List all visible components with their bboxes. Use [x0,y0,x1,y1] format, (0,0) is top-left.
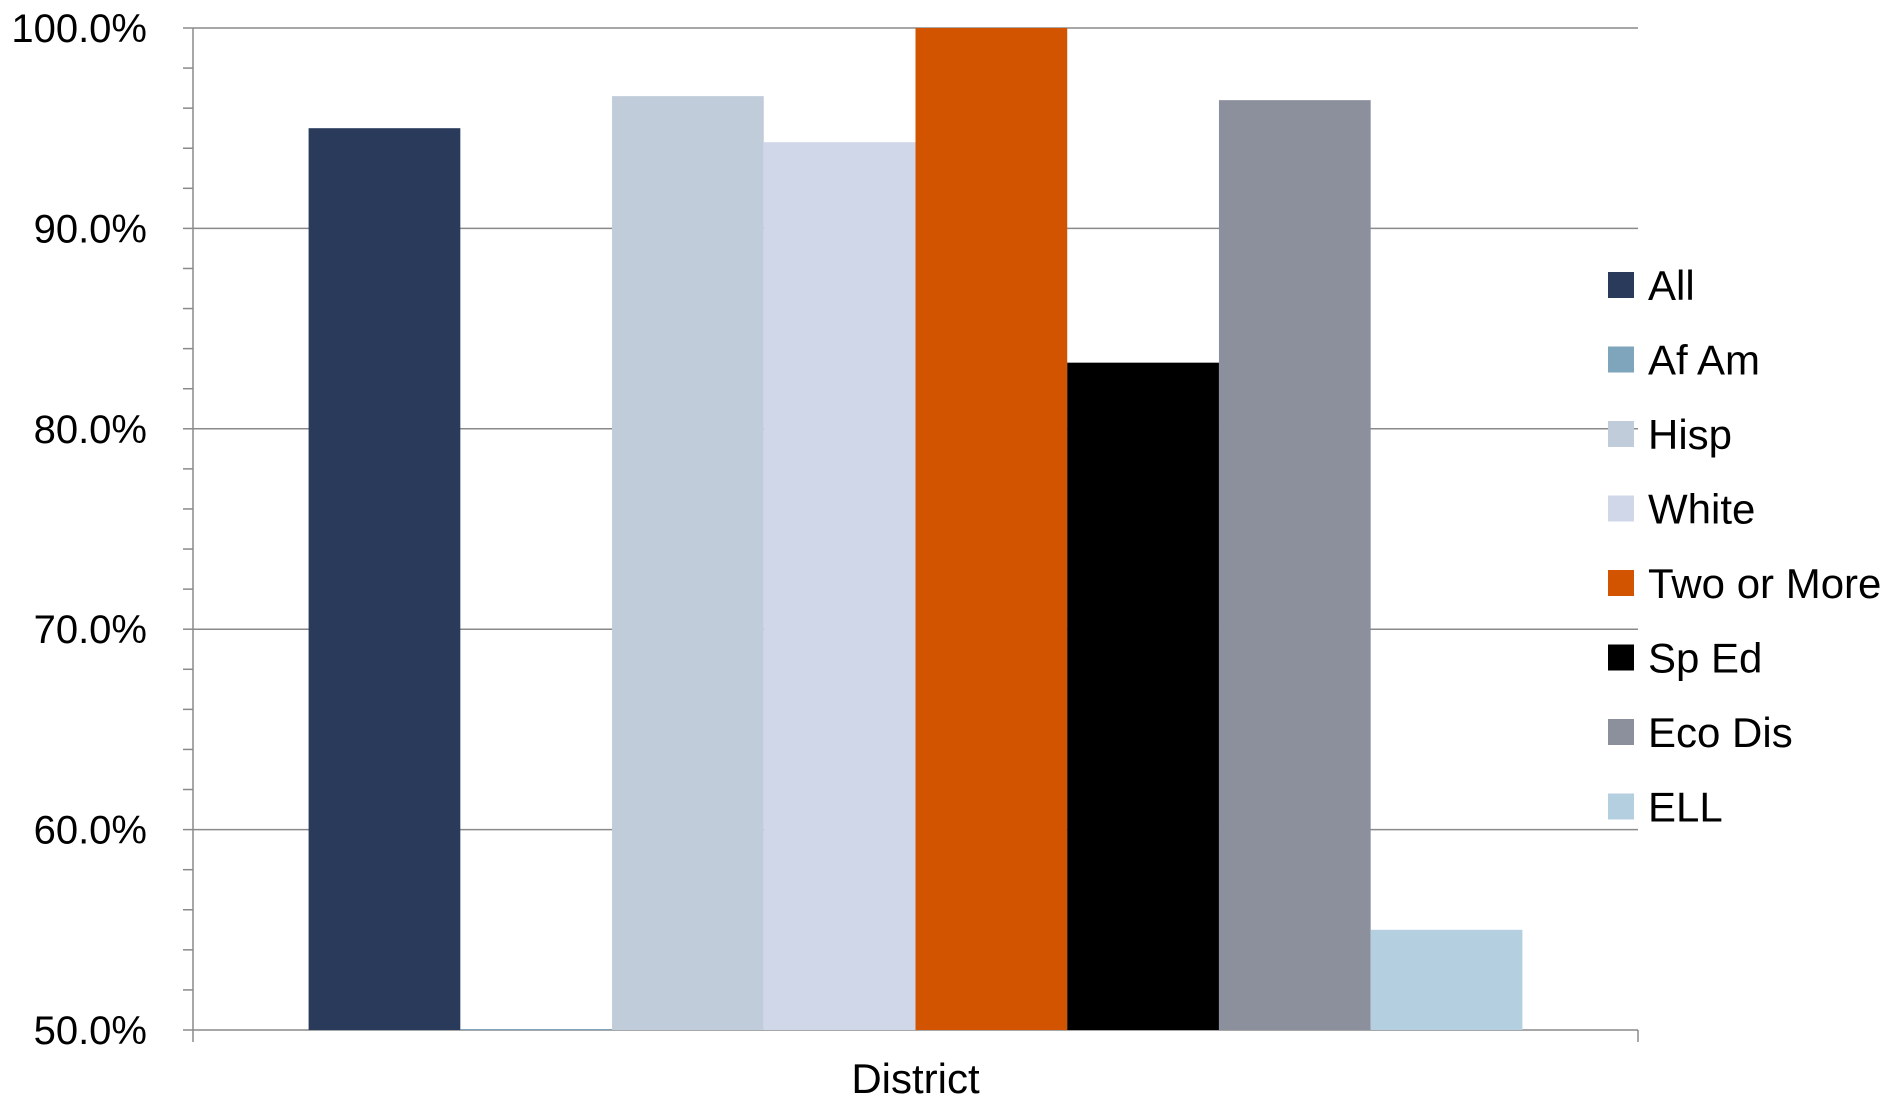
legend-label-hisp: Hisp [1648,411,1732,458]
legend-label-all: All [1648,262,1695,309]
y-tick-label: 70.0% [34,608,147,652]
legend-label-white: White [1648,486,1755,533]
legend-swatch-white [1608,495,1634,522]
bar-eco-dis [1218,100,1371,1031]
legend-label-af-am: Af Am [1648,337,1760,384]
legend-swatch-two-or-more [1608,570,1634,596]
legend-label-sp-ed: Sp Ed [1648,635,1762,682]
legend-label-ell: ELL [1648,784,1723,831]
y-tick-label: 50.0% [34,1009,147,1053]
bar-sp-ed [1067,362,1219,1031]
bar-af-am [460,1029,613,1030]
legend-swatch-sp-ed [1608,644,1634,671]
legend: All Af Am Hisp White Two or More Sp Ed Eco Dis… [1608,262,1881,831]
x-tick-labels: District [851,1055,980,1102]
legend-swatch-all [1608,272,1634,298]
legend-swatch-hisp [1608,421,1634,447]
y-tick-label: 60.0% [34,809,147,853]
y-tick-label: 100.0% [11,7,147,51]
bar-white [763,142,916,1030]
legend-label-two-or-more: Two or More [1648,560,1881,607]
legend-swatch-ell [1608,793,1634,820]
legend-label-eco-dis: Eco Dis [1648,709,1793,756]
bar-all [308,128,461,1030]
x-tick-label: District [851,1055,980,1102]
bar-hisp [612,96,764,1031]
bar-ell [1370,929,1523,1030]
legend-swatch-af-am [1608,346,1634,373]
bar-two-or-more [915,28,1068,1030]
y-tick-label: 80.0% [34,408,147,452]
y-tick-label: 90.0% [34,207,147,251]
legend-swatch-eco-dis [1608,719,1634,745]
y-tick-labels: 50.0% 60.0% 70.0% 80.0% 90.0% 100.0% [11,7,147,1053]
bars [308,28,1523,1031]
